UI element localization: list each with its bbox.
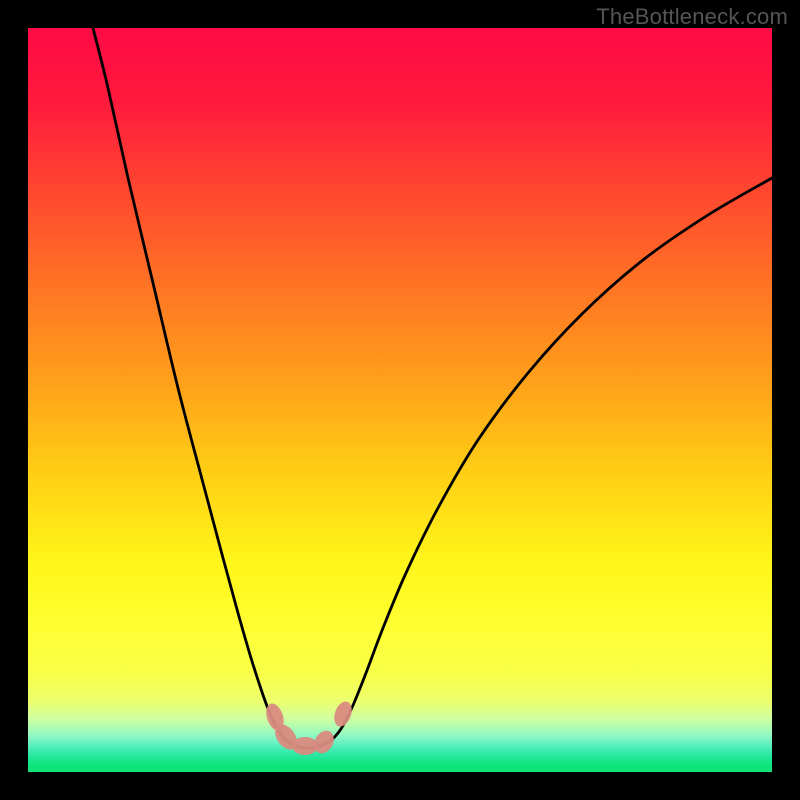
gradient-background [28, 28, 772, 772]
marker-capsule [292, 737, 318, 755]
chart-svg [0, 0, 800, 800]
watermark-text: TheBottleneck.com [596, 4, 788, 30]
